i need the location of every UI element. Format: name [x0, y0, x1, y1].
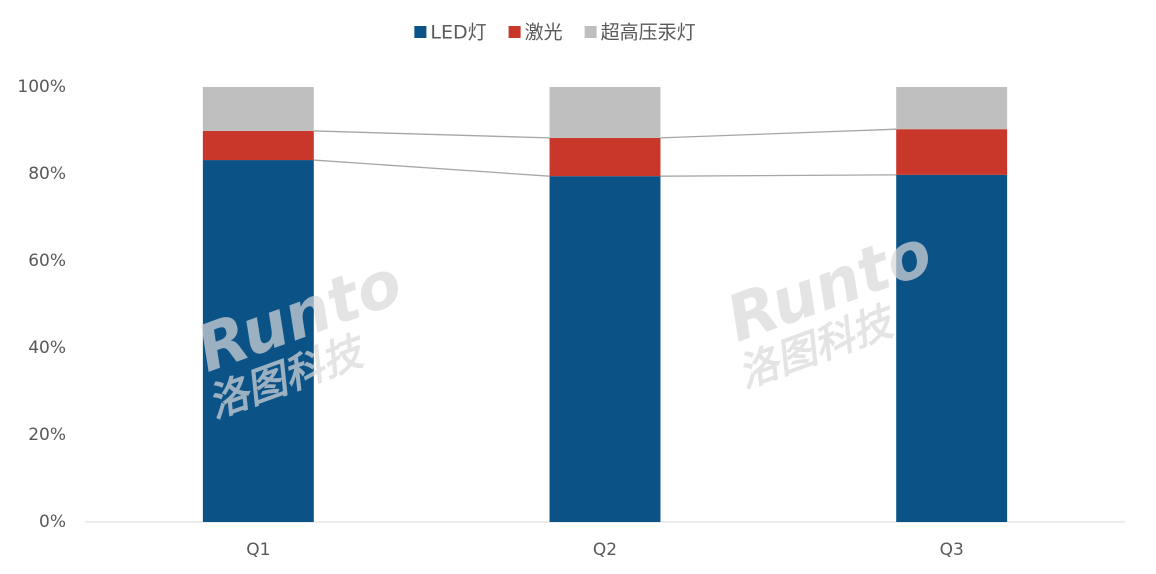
legend-swatch [414, 26, 427, 38]
series-line [660, 128, 897, 139]
y-tick-label: 60% [28, 251, 66, 271]
bar-segment [202, 160, 314, 522]
y-tick-label: 40% [28, 338, 66, 358]
series-line [660, 174, 897, 177]
bar-segment [896, 174, 1008, 522]
y-tick-label: 80% [28, 164, 66, 184]
y-tick-label: 20% [28, 425, 66, 445]
legend: LED灯 激光 超高压汞灯 [414, 22, 696, 44]
legend-swatch [508, 26, 521, 38]
y-tick-label: 0% [39, 512, 66, 532]
bar-segment [896, 129, 1008, 175]
x-tick-label: Q2 [593, 540, 617, 560]
bar-segment [549, 176, 661, 523]
bar-segment [549, 137, 661, 177]
series-line [313, 159, 550, 177]
legend-swatch [584, 26, 597, 38]
bar-segment [896, 87, 1008, 130]
bar-segment [549, 87, 661, 138]
x-tick-label: Q1 [246, 540, 270, 560]
legend-label: LED灯 [430, 22, 486, 44]
y-tick-label: 100% [17, 77, 66, 97]
series-line [313, 130, 550, 139]
x-tick-label: Q3 [940, 540, 964, 560]
legend-label: 激光 [525, 22, 563, 44]
bar-segment [202, 87, 314, 131]
legend-label: 超高压汞灯 [601, 22, 696, 44]
bar-segment [202, 130, 314, 161]
